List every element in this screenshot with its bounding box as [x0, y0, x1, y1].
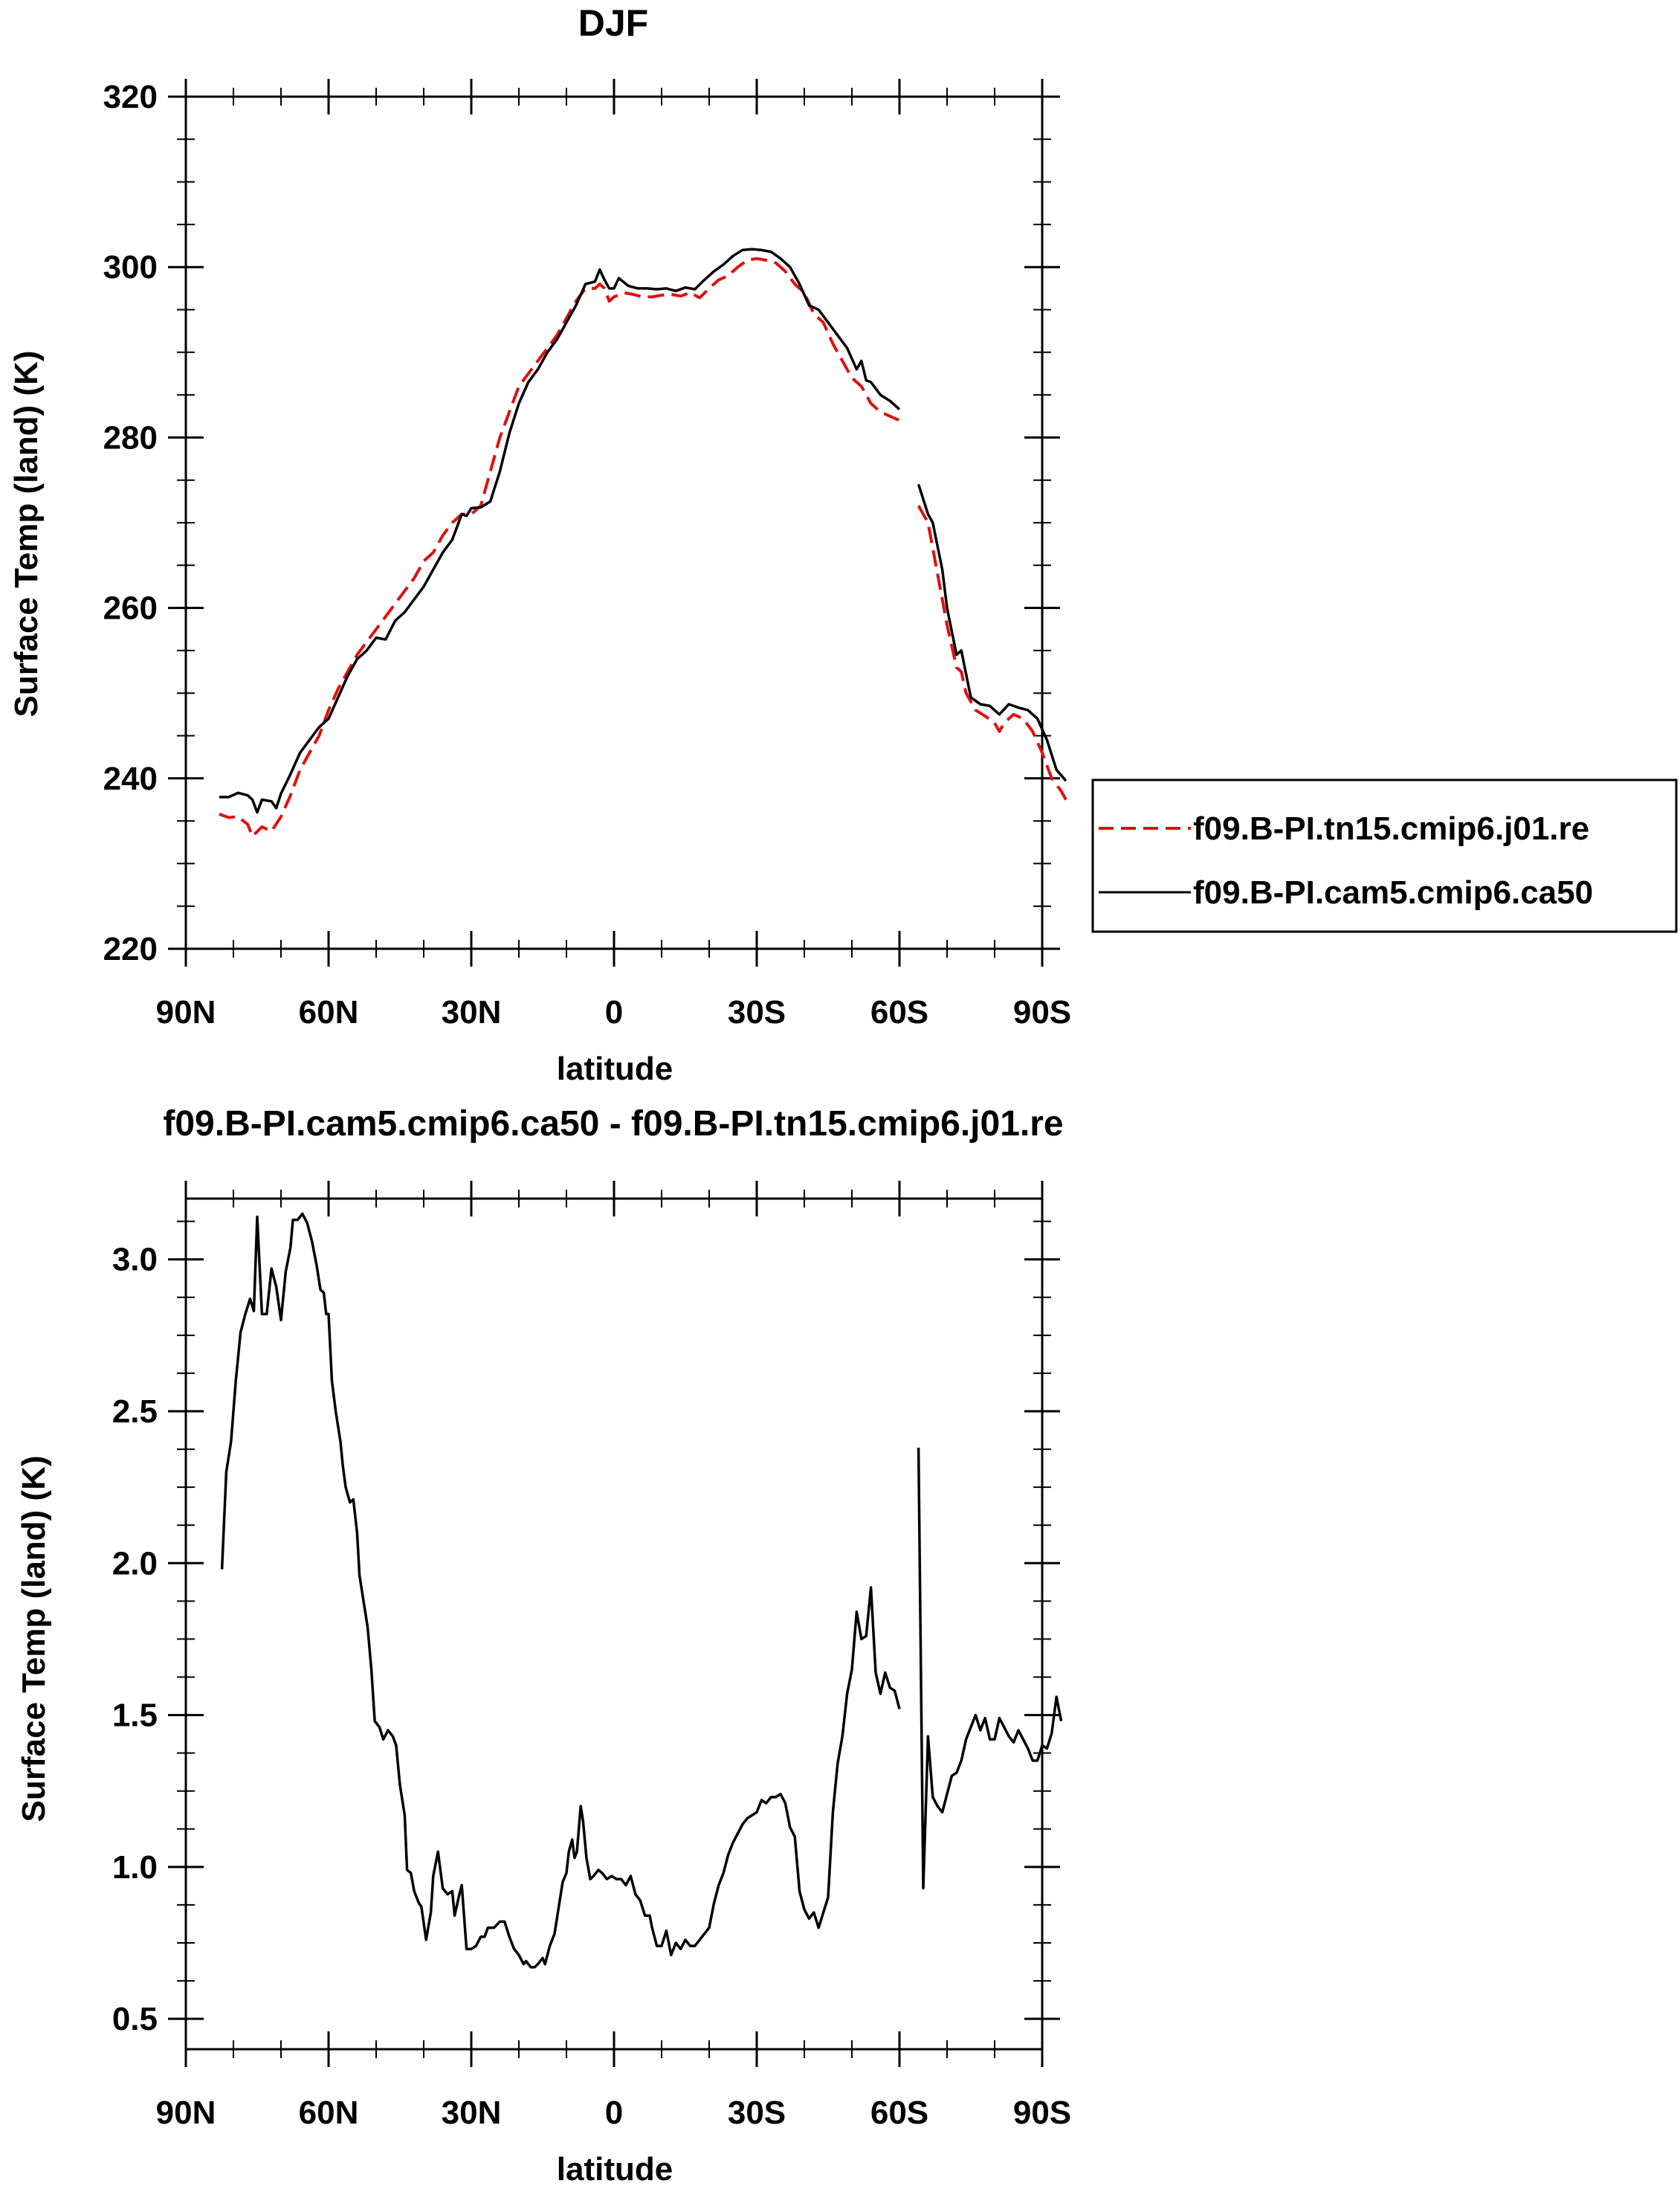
bottom-ytick-label: 2.5 [112, 1393, 158, 1430]
bottom-xtick-label: 90N [156, 2095, 216, 2131]
bottom-ytick-label: 0.5 [112, 2001, 158, 2037]
top-xtick-label: 30N [442, 994, 502, 1031]
top-chart-title: DJF [578, 2, 648, 44]
top-series-1-line-0 [219, 248, 901, 814]
top-ytick-label: 260 [103, 590, 158, 627]
top-ytick-label: 300 [103, 249, 158, 286]
bottom-ytick-label: 1.5 [112, 1698, 158, 1734]
bottom-ytick-label: 2.0 [112, 1545, 158, 1582]
top-plot-area: 220 240 260 280 300 320 90N 60N 30N 0 30S 60S 90S [103, 79, 1071, 1031]
legend-box [1091, 778, 1678, 933]
top-ytick-label: 320 [103, 79, 158, 115]
top-series-0-line-1 [917, 505, 1067, 801]
bottom-xtick-label: 60S [870, 2095, 928, 2131]
top-series-1-line-1 [917, 483, 1067, 782]
bottom-ytick-label: 1.0 [112, 1849, 158, 1886]
top-ylabel: Surface Temp (land) (K) [8, 350, 45, 717]
bottom-chart-title: f09.B-PI.cam5.cmip6.ca50 - f09.B-PI.tn15… [163, 1104, 1063, 1144]
top-xtick-label: 90N [156, 994, 216, 1031]
bottom-xtick-label: 60N [299, 2095, 359, 2131]
top-plot-frame [184, 95, 1044, 950]
bottom-ytick-label: 3.0 [112, 1242, 158, 1278]
bottom-xtick-label: 30S [728, 2095, 786, 2131]
bottom-xtick-label: 0 [605, 2095, 623, 2131]
top-xtick-label: 90S [1013, 994, 1071, 1031]
top-xtick-label: 60N [299, 994, 359, 1031]
bottom-plot-frame [184, 1197, 1044, 2051]
top-xtick-label: 60S [870, 994, 928, 1031]
bottom-series-0-line-0 [220, 1212, 901, 1969]
legend-entry-tn15: f09.B-PI.tn15.cmip6.j01.re [1193, 810, 1589, 847]
top-ytick-label: 280 [103, 419, 158, 456]
top-xtick-label: 0 [605, 994, 623, 1031]
top-panel: DJF 220 240 260 280 300 320 90N 60N 30N 0 30S 60S 90… [8, 2, 1678, 1087]
bottom-ylabel: Surface Temp (land) (K) [16, 1455, 52, 1822]
bottom-xtick-label: 30N [442, 2095, 502, 2131]
top-series-0-line-0 [219, 257, 900, 838]
top-ytick-label: 220 [103, 931, 158, 967]
top-xlabel: latitude [557, 1051, 673, 1087]
bottom-xlabel: latitude [557, 2151, 673, 2188]
top-ytick-label: 240 [103, 761, 158, 797]
bottom-plot-area: 0.5 1.0 1.5 2.0 2.5 3.0 90N 60N 30N 0 30S 60S 90S [112, 1181, 1071, 2131]
legend: f09.B-PI.tn15.cmip6.j01.re f09.B-PI.cam5… [1091, 778, 1678, 933]
top-xtick-label: 30S [728, 994, 786, 1031]
bottom-xtick-label: 90S [1013, 2095, 1071, 2131]
bottom-panel: f09.B-PI.cam5.cmip6.ca50 - f09.B-PI.tn15… [16, 1104, 1071, 2188]
bottom-series-0-line-1 [917, 1447, 1063, 1890]
legend-entry-cam5: f09.B-PI.cam5.cmip6.ca50 [1193, 874, 1593, 911]
